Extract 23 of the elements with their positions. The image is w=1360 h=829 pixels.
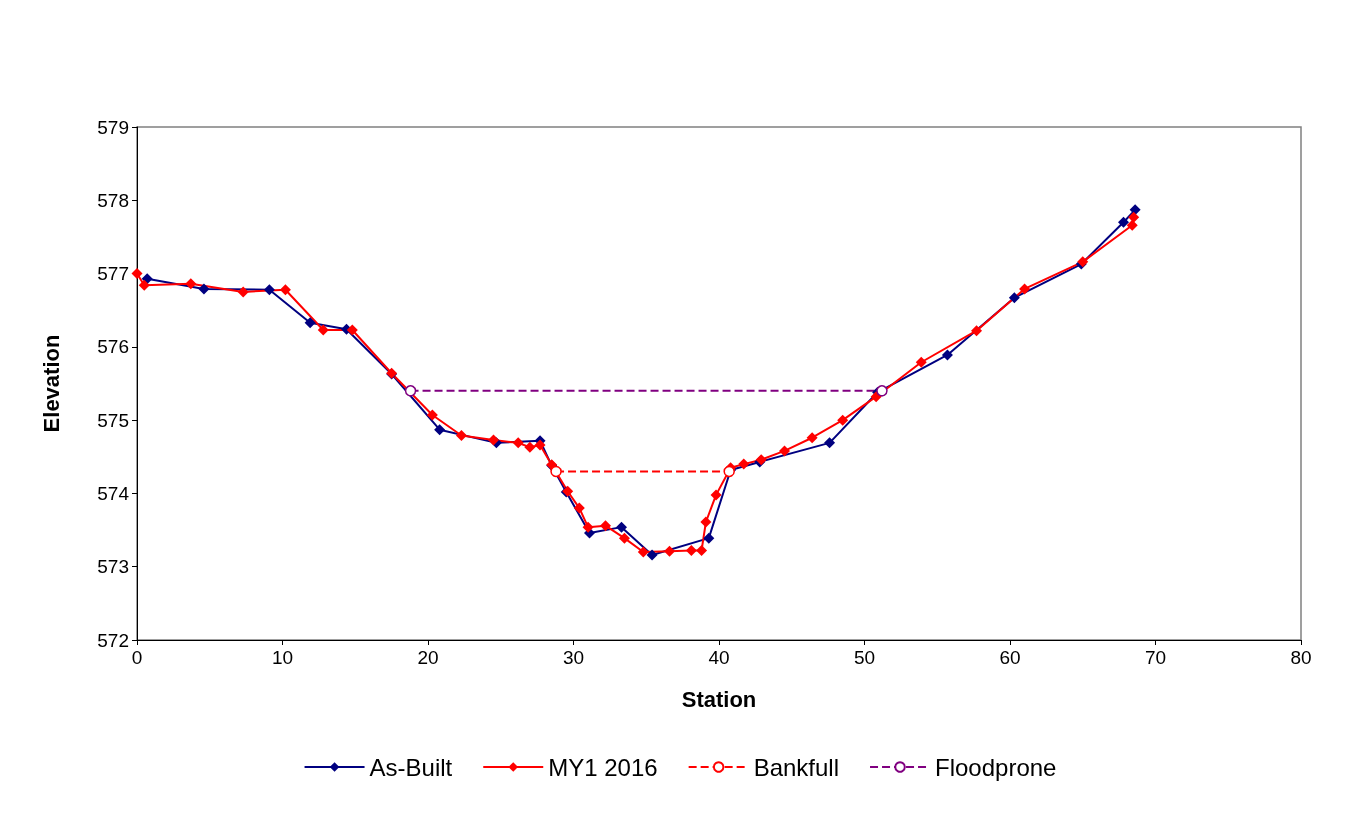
x-tick-label: 50 xyxy=(853,647,876,668)
legend-label: MY1 2016 xyxy=(548,753,658,781)
x-tick-label: 60 xyxy=(999,647,1021,668)
x-tick-label: 70 xyxy=(1144,647,1167,668)
y-tick-label: 579 xyxy=(97,116,129,138)
legend-label: Bankfull xyxy=(753,753,840,781)
x-tick-label: 10 xyxy=(271,647,294,668)
y-tick-label: 578 xyxy=(97,189,129,211)
x-axis-title: Station xyxy=(681,686,757,712)
y-tick-label: 576 xyxy=(97,336,129,358)
y-tick-label: 577 xyxy=(97,263,129,285)
y-tick-label: 572 xyxy=(97,629,129,651)
legend-label: Floodprone xyxy=(935,753,1057,781)
y-tick-label: 573 xyxy=(97,556,129,578)
x-tick-label: 80 xyxy=(1290,647,1312,668)
y-tick-label: 575 xyxy=(97,409,129,431)
x-tick-label: 30 xyxy=(562,647,585,668)
x-tick-label: 20 xyxy=(417,647,439,668)
x-tick-label: 0 xyxy=(131,647,143,668)
x-tick-label: 40 xyxy=(708,647,730,668)
y-axis-title: Elevation xyxy=(38,334,64,433)
y-tick-label: 574 xyxy=(97,482,130,504)
legend-label: As-Built xyxy=(369,753,453,781)
